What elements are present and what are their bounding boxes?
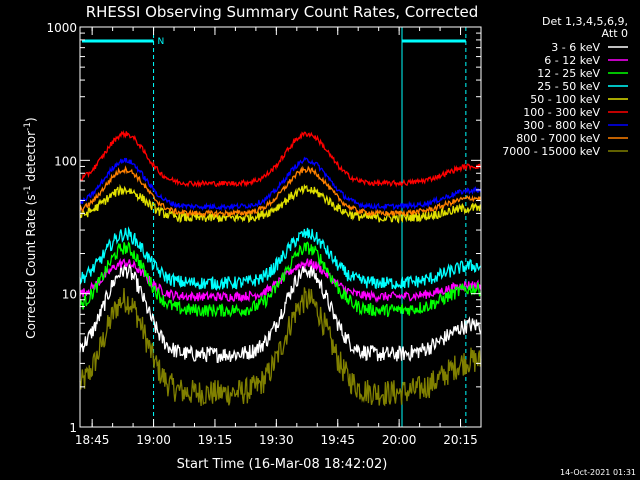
legend-label-2: 12 - 25 keV bbox=[537, 67, 600, 80]
x-tick-label-1: 19:00 bbox=[136, 433, 171, 447]
night-marker-label: N bbox=[158, 37, 165, 47]
legend-label-8: 7000 - 15000 keV bbox=[502, 145, 600, 158]
series-line-1 bbox=[79, 257, 482, 304]
legend-label-6: 300 - 800 keV bbox=[523, 119, 600, 132]
series-line-5 bbox=[79, 130, 482, 188]
x-tick-label-6: 20:15 bbox=[443, 433, 478, 447]
series-line-2 bbox=[79, 241, 482, 318]
series-line-0 bbox=[79, 263, 482, 364]
axes: 18:45 19:00 19:15 19:30 19:45 20:00 20:15 1 10 10… bbox=[46, 21, 482, 447]
timestamp: 14-Oct-2021 01:31 bbox=[560, 468, 636, 477]
y-axis-label: Corrected Count Rate (s-1 detector-1) bbox=[23, 117, 38, 338]
legend-label-5: 100 - 300 keV bbox=[523, 106, 600, 119]
legend-label-4: 50 - 100 keV bbox=[530, 93, 600, 106]
x-tick-label-4: 19:45 bbox=[320, 433, 355, 447]
plot-area: N bbox=[79, 27, 482, 427]
y-tick-label-3: 1000 bbox=[46, 21, 77, 35]
series-line-7 bbox=[79, 165, 482, 219]
legend-header-line1: Det 1,3,4,5,6,9, bbox=[542, 15, 628, 28]
y-tick-label-0: 1 bbox=[69, 421, 77, 435]
series-line-6 bbox=[79, 156, 482, 212]
series-line-4 bbox=[79, 183, 482, 224]
chart-title: RHESSI Observing Summary Count Rates, Co… bbox=[86, 3, 479, 21]
x-tick-label-2: 19:15 bbox=[198, 433, 233, 447]
plot-frame bbox=[79, 26, 482, 428]
x-tick-label-5: 20:00 bbox=[382, 433, 417, 447]
x-axis-label: Start Time (16-Mar-08 18:42:02) bbox=[177, 457, 388, 472]
x-tick-label-3: 19:30 bbox=[259, 433, 294, 447]
y-tick-label-1: 10 bbox=[62, 288, 77, 302]
legend-label-1: 6 - 12 keV bbox=[544, 54, 600, 67]
series-line-3 bbox=[79, 226, 482, 291]
x-tick-label-0: 18:45 bbox=[75, 433, 110, 447]
legend-header-line2: Att 0 bbox=[602, 27, 628, 40]
legend-label-3: 25 - 50 keV bbox=[537, 80, 600, 93]
series-line-8 bbox=[79, 287, 482, 407]
legend-label-7: 800 - 7000 keV bbox=[516, 132, 600, 145]
y-tick-label-2: 100 bbox=[54, 154, 77, 168]
legend-label-0: 3 - 6 keV bbox=[551, 41, 600, 54]
